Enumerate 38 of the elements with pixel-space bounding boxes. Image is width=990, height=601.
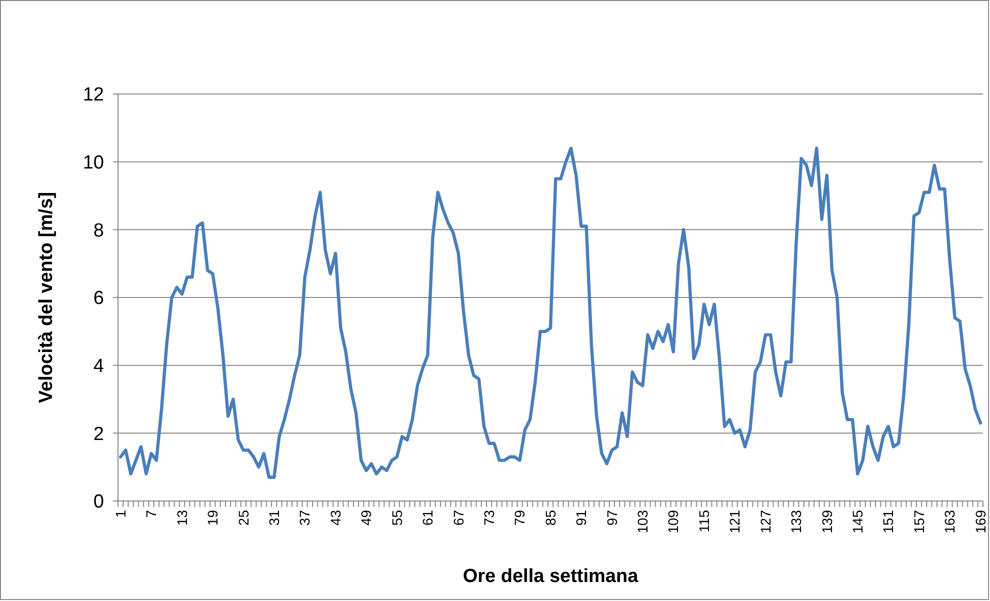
x-tick-label: 103	[634, 510, 651, 534]
x-tick-label: 43	[327, 510, 344, 526]
x-tick-label: 13	[174, 510, 190, 526]
x-tick-label: 115	[696, 510, 712, 532]
x-tick-label: 37	[296, 510, 313, 526]
x-tick-label: 25	[235, 510, 252, 526]
x-tick-label: 31	[266, 510, 282, 526]
y-tick-label: 0	[93, 492, 104, 513]
y-tick-label: 10	[82, 152, 104, 174]
x-tick-label: 19	[204, 510, 221, 526]
x-tick-label: 73	[480, 510, 497, 526]
x-tick-label: 91	[573, 510, 590, 526]
x-axis-title: Ore della settimana	[462, 566, 639, 587]
x-tick-label: 49	[358, 510, 374, 526]
x-tick-label: 67	[450, 510, 466, 526]
x-tick-label: 85	[542, 510, 558, 526]
x-tick-label: 7	[143, 510, 160, 518]
x-tick-label: 97	[604, 510, 620, 526]
x-tick-label: 151	[880, 510, 896, 534]
x-tick-label: 157	[910, 510, 927, 534]
y-tick-label: 8	[93, 220, 104, 242]
x-tick-label: 55	[388, 510, 405, 526]
x-tick-label: 61	[420, 510, 436, 526]
y-tick-label: 12	[82, 84, 104, 106]
x-tick-label: 121	[726, 510, 743, 534]
x-tick-label: 163	[942, 510, 958, 534]
x-tick-label: 109	[665, 510, 682, 534]
x-tick-label: 127	[757, 510, 774, 534]
x-tick-label: 79	[512, 510, 528, 526]
x-tick-label: 139	[818, 510, 835, 534]
y-tick-label: 6	[93, 288, 104, 310]
y-axis-title: Velocità del vento [m/s]	[36, 192, 57, 404]
y-tick-label: 2	[93, 424, 104, 445]
x-tick-label: 1	[112, 510, 128, 518]
x-tick-label: 133	[788, 510, 804, 534]
y-tick-label: 4	[93, 356, 104, 377]
x-tick-label: 169	[972, 510, 988, 534]
x-tick-label: 145	[850, 510, 866, 534]
